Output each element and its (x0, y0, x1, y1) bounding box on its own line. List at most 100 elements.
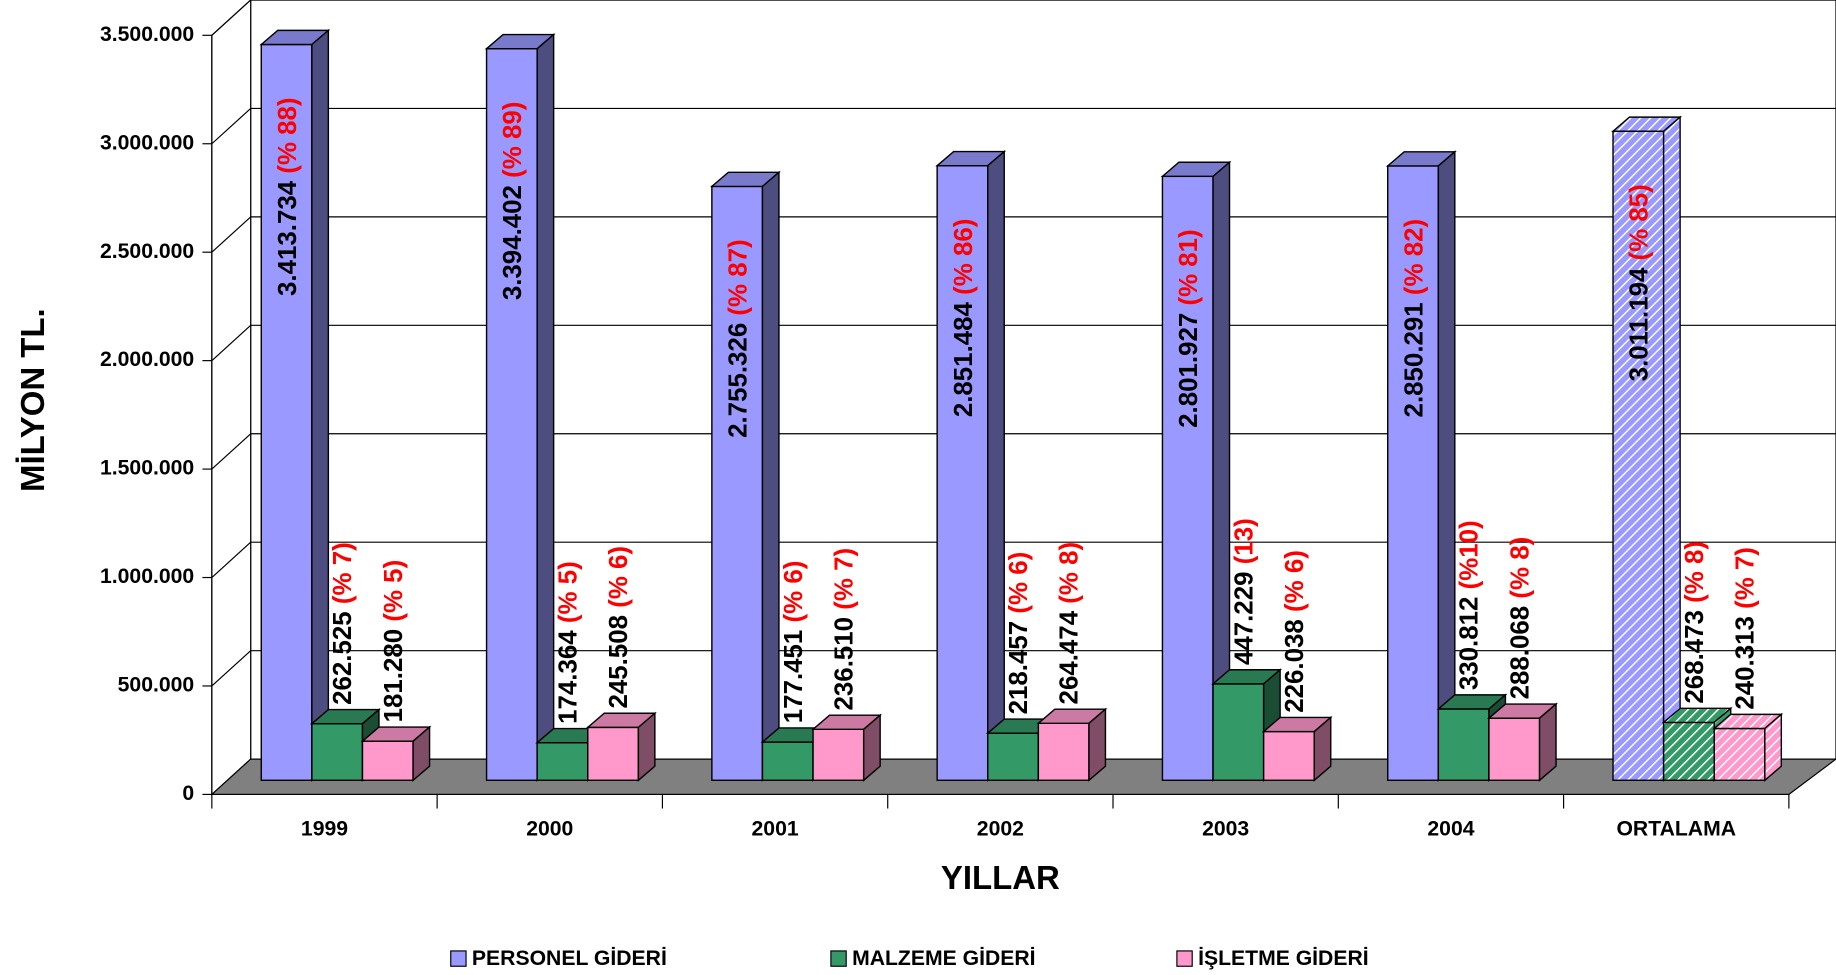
bar (1713, 727, 1766, 781)
legend-label: PERSONEL GİDERİ (472, 946, 667, 970)
bar-side (311, 28, 330, 782)
grid-line-side (211, 216, 252, 253)
data-label: 3.413.734 (% 88) (274, 97, 302, 296)
data-label: 2.850.291 (% 82) (1400, 219, 1428, 418)
data-label-percent: (% 88) (274, 97, 302, 173)
bar (812, 728, 865, 781)
bar (311, 722, 364, 781)
data-label-percent: (% 5) (554, 561, 582, 623)
data-label-value: 245.508 (605, 615, 633, 709)
x-axis-title: YILLAR (941, 859, 1060, 896)
x-tick-label: 2001 (752, 817, 799, 840)
bar-side (412, 725, 431, 782)
data-label: 177.451 (% 6) (780, 561, 808, 724)
bar-side (1088, 707, 1107, 782)
grid-line-side (211, 541, 252, 578)
bar-side (761, 170, 780, 782)
data-label-percent: (% 8) (1681, 541, 1709, 603)
data-label: 2.851.484 (% 86) (950, 219, 978, 418)
bar (1662, 721, 1715, 781)
bar-side (1662, 115, 1681, 782)
data-label-percent: (% 7) (1731, 547, 1759, 609)
bar (587, 726, 640, 781)
data-label: 2.755.326 (% 87) (724, 239, 752, 438)
bar (987, 732, 1040, 781)
data-label-percent: (% 5) (380, 560, 408, 622)
data-label-percent: (% 7) (830, 548, 858, 610)
data-label-value: 236.510 (830, 617, 858, 711)
data-label-value: 181.280 (380, 629, 408, 723)
data-label: 268.473 (% 8) (1681, 541, 1709, 704)
data-label-value: 3.394.402 (499, 185, 527, 300)
data-label-percent: (% 81) (1175, 229, 1203, 305)
bar-side (1538, 702, 1557, 782)
data-label-value: 2.851.484 (950, 301, 978, 417)
bar (361, 740, 414, 781)
data-label: 240.313 (% 7) (1731, 547, 1759, 710)
data-label-percent: (% 7) (329, 542, 357, 604)
side-wall (211, 0, 252, 796)
data-label: 262.525 (% 7) (329, 542, 357, 705)
data-label: 330.812 (%10) (1456, 520, 1484, 690)
data-label-value: 3.011.194 (1626, 267, 1654, 381)
bar (1488, 717, 1541, 781)
data-label-percent: (% 6) (1005, 552, 1033, 614)
bar (1437, 708, 1490, 781)
data-label-value: 268.473 (1681, 610, 1709, 704)
bar (1262, 730, 1315, 781)
bar (1212, 683, 1265, 781)
data-label: 3.011.194 (% 85) (1626, 184, 1654, 381)
bar-side (1764, 712, 1783, 782)
data-label-percent: (% 6) (605, 546, 633, 608)
data-label: 218.457 (% 6) (1005, 552, 1033, 715)
data-label-value: 330.812 (1456, 597, 1484, 691)
y-tick-label: 1.000.000 (100, 565, 194, 588)
data-label-value: 226.038 (1281, 619, 1309, 713)
grid-line-side (211, 108, 252, 145)
data-label: 236.510 (% 7) (830, 548, 858, 711)
y-tick-label: 500.000 (118, 674, 195, 697)
x-tick-label: 1999 (301, 817, 348, 840)
data-label-value: 2.755.326 (724, 323, 752, 438)
grid-line-side (211, 650, 252, 687)
plot: YILLAR MİLYON TL. 0 500.000 1.000.000 1.500… (14, 0, 1836, 970)
data-label-percent: (13) (1230, 518, 1258, 564)
grid-line-side (211, 433, 252, 470)
y-tick-label: 1.500.000 (100, 457, 194, 480)
data-label-value: 2.850.291 (1400, 302, 1428, 417)
bar (1037, 722, 1090, 781)
data-label-value: 174.364 (554, 630, 582, 724)
bar-side (862, 713, 881, 782)
data-label: 3.394.402 (% 89) (499, 102, 527, 301)
bar-side (637, 711, 656, 782)
data-label-value: 240.313 (1731, 616, 1759, 710)
data-label-percent: (% 6) (1281, 550, 1309, 612)
legend-swatch (830, 950, 847, 967)
y-tick-label: 0 (182, 782, 194, 805)
data-label-percent: (% 8) (1056, 542, 1084, 604)
bar (761, 741, 814, 781)
data-label-percent: (% 85) (1626, 184, 1654, 260)
data-label-percent: (% 89) (499, 102, 527, 178)
data-label-value: 3.413.734 (274, 180, 302, 296)
data-label-value: 447.229 (1230, 572, 1258, 666)
data-label-value: 262.525 (329, 611, 357, 705)
data-label-value: 2.801.927 (1175, 313, 1203, 428)
data-label-percent: (% 87) (724, 239, 752, 315)
bar-side (536, 32, 555, 782)
y-tick-label: 3.500.000 (100, 23, 194, 46)
data-label-percent: (% 6) (780, 561, 808, 623)
data-label-percent: (%10) (1456, 520, 1484, 589)
bar-side (987, 150, 1005, 782)
data-label-value: 177.451 (780, 630, 808, 724)
legend-label: İŞLETME GİDERİ (1198, 946, 1369, 970)
x-tick-label: 2003 (1202, 817, 1249, 840)
data-label-percent: (% 86) (950, 219, 978, 295)
data-label: 174.364 (% 5) (554, 561, 582, 724)
legend-swatch (450, 950, 467, 967)
y-tick-label: 2.500.000 (100, 240, 194, 263)
data-label-percent: (% 8) (1506, 537, 1534, 599)
legend-label: MALZEME GİDERİ (852, 946, 1036, 970)
data-label-percent: (% 82) (1400, 219, 1428, 295)
